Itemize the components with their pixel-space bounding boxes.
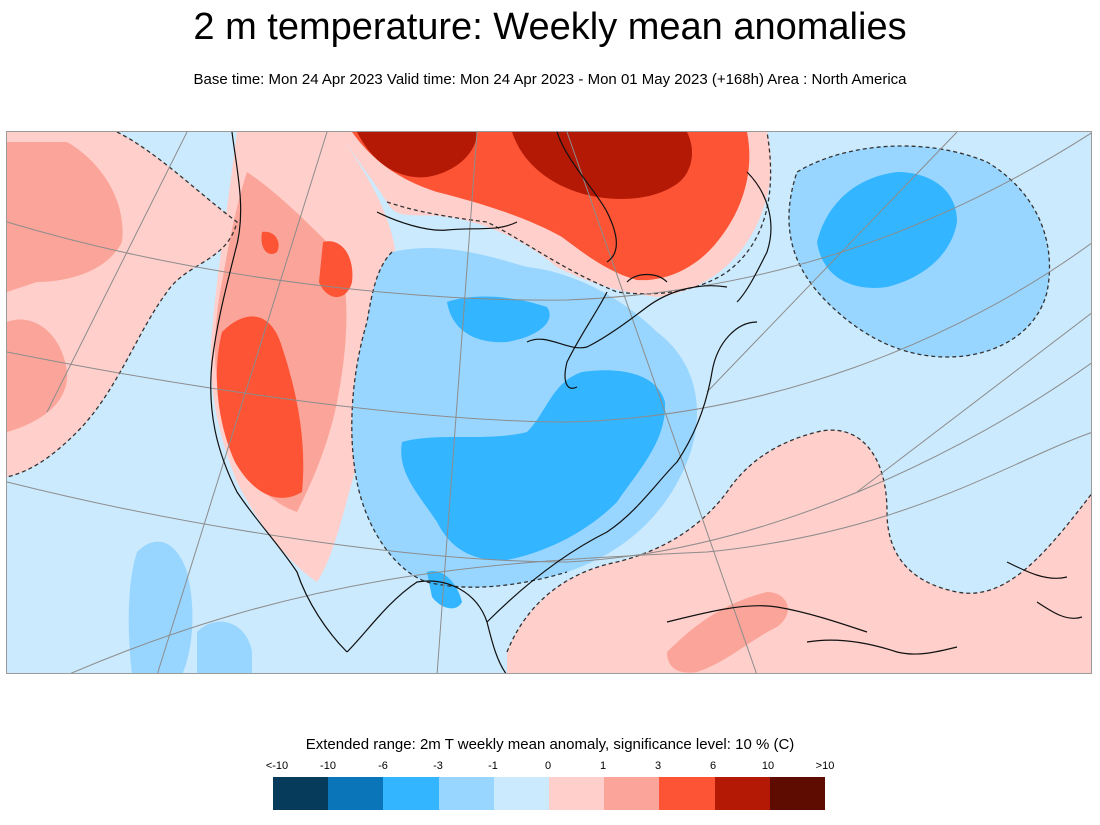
texas-cold-spot [427, 571, 462, 609]
legend-color-bar [273, 777, 826, 810]
legend-label: >10 [815, 760, 835, 772]
legend-swatch [769, 777, 826, 810]
legend-swatch [549, 777, 605, 810]
california-hot-core [216, 316, 304, 498]
legend-title: Extended range: 2m T weekly mean anomaly… [305, 736, 795, 753]
significance-contour-central [351, 251, 568, 588]
northwest-hot-spot [319, 241, 353, 297]
legend-swatch [659, 777, 715, 810]
map-subtitle: Base time: Mon 24 Apr 2023 Valid time: M… [193, 71, 907, 88]
legend-swatch [493, 777, 550, 810]
legend-swatch [438, 777, 494, 810]
central-us-cold-core [401, 370, 666, 561]
legend-swatch [383, 777, 439, 810]
significance-contour-atlantic [788, 145, 1051, 358]
significance-contour-caribbean [506, 429, 1091, 653]
canada-north-hot-core [357, 132, 477, 178]
legend-label: 10 [761, 760, 775, 772]
anomaly-map-canvas [7, 132, 1091, 673]
significance-contour-canada [386, 132, 772, 295]
gulf-caribbean-warm-region [507, 430, 1091, 673]
legend-label: -10 [320, 760, 336, 772]
legend-label: 0 [544, 760, 552, 772]
northwest-hot-spot-2 [261, 231, 279, 254]
legend-label: 6 [709, 760, 717, 772]
hudson-bay-hot-core [512, 132, 692, 199]
pacific-south-cold-patch-2 [197, 621, 252, 673]
legend-label: 3 [654, 760, 662, 772]
map-title: 2 m temperature: Weekly mean anomalies [193, 6, 907, 48]
legend-labels: <-10 -10 -6 -3 -1 0 1 3 6 10 >10 [246, 759, 856, 773]
legend-label: -1 [488, 760, 498, 772]
significance-contour-pacific [7, 132, 238, 478]
legend-label: 1 [599, 760, 607, 772]
atlantic-cold-core [817, 172, 957, 288]
pacific-mid-warm-core [7, 319, 68, 432]
legend-label: <-10 [265, 760, 289, 772]
legend-swatch [714, 777, 770, 810]
caribbean-warm-core [667, 592, 788, 673]
legend-label: -6 [378, 760, 388, 772]
legend-label: -3 [433, 760, 443, 772]
pacific-south-cold-patch [128, 541, 193, 673]
legend-swatch [273, 777, 329, 810]
graticule [7, 132, 1091, 673]
great-lakes-cold-core [447, 296, 550, 343]
anomaly-map [6, 131, 1092, 674]
legend-swatch [604, 777, 660, 810]
coastline [210, 132, 1083, 673]
legend-swatch [328, 777, 384, 810]
pacific-north-warm-core [7, 142, 123, 292]
